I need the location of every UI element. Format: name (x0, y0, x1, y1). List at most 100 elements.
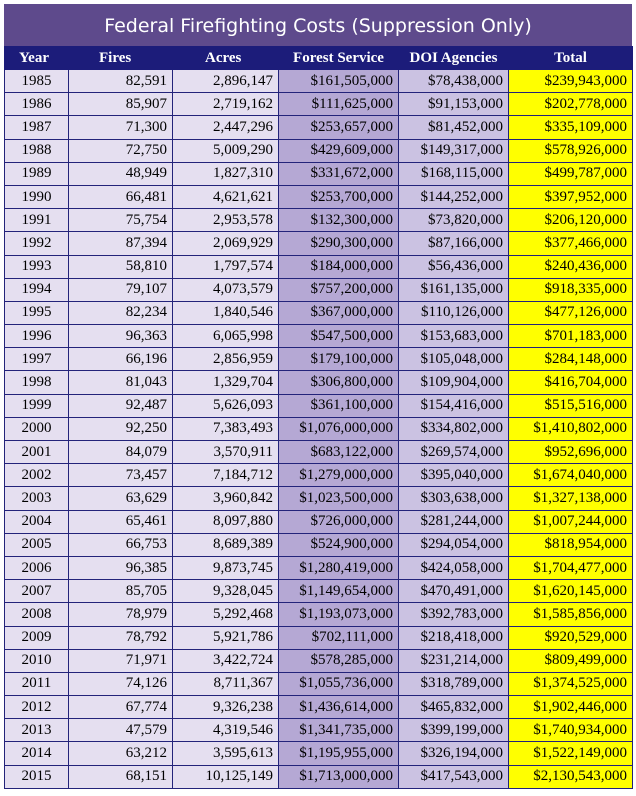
column-header: Fires (68, 46, 173, 70)
table-cell: 9,873,745 (172, 555, 279, 581)
table-row: 2006 96,385 9,873,745 $1,280,419,000 $424,05… (4, 555, 633, 581)
table-cell: 75,754 (68, 208, 173, 233)
table-row: 2013 47,579 4,319,546 $1,341,735,000 $399,19… (4, 718, 633, 743)
table-cell: $331,672,000 (278, 161, 399, 186)
table-row: 2000 92,250 7,383,493 $1,076,000,000 $334,80… (4, 416, 633, 442)
table-cell: $240,436,000 (508, 254, 633, 279)
table-cell: 85,705 (68, 579, 173, 604)
column-header: DOI Agencies (398, 46, 509, 70)
table-cell: 79,107 (68, 277, 173, 302)
table-cell: 5,626,093 (172, 393, 279, 418)
table-cell: 73,457 (68, 463, 173, 488)
table-cell: $168,115,000 (398, 161, 509, 186)
table-cell: $429,609,000 (278, 138, 399, 163)
table-row: 2002 73,457 7,184,712 $1,279,000,000 $395,04… (4, 463, 633, 488)
table-cell: 1997 (4, 347, 69, 372)
table-cell: $132,300,000 (278, 208, 399, 233)
table-cell: $73,820,000 (398, 208, 509, 233)
table-cell: $149,317,000 (398, 138, 509, 163)
table-cell: $377,466,000 (508, 231, 633, 256)
table-cell: $87,166,000 (398, 231, 509, 256)
table-cell: 1989 (4, 161, 69, 186)
table-row: 2008 78,979 5,292,468 $1,193,073,000 $392,78… (4, 602, 633, 627)
table-cell: $578,285,000 (278, 648, 399, 673)
table-cell: $1,674,040,000 (508, 463, 633, 488)
table-cell: $1,076,000,000 (278, 416, 399, 442)
table-cell: 1993 (4, 254, 69, 279)
table-cell: 2007 (4, 579, 69, 604)
table-cell: 2,069,929 (172, 231, 279, 256)
table-cell: $179,100,000 (278, 347, 399, 372)
table-cell: $218,418,000 (398, 625, 509, 650)
table-cell: $239,943,000 (508, 68, 633, 94)
table-cell: 2015 (4, 764, 69, 789)
table-cell: 10,125,149 (172, 764, 279, 789)
table-cell: $416,704,000 (508, 370, 633, 395)
table-cell: $1,585,856,000 (508, 602, 633, 627)
table-cell: 96,385 (68, 555, 173, 581)
table-cell: 7,184,712 (172, 463, 279, 488)
table-cell: 1986 (4, 92, 69, 117)
table-cell: 2,447,296 (172, 115, 279, 140)
column-header: Year (4, 46, 69, 70)
table-row: 1996 96,363 6,065,998 $547,500,000 $153,683,… (4, 324, 633, 349)
table-cell: $1,410,802,000 (508, 416, 633, 442)
table-cell: $1,193,073,000 (278, 602, 399, 627)
table-cell: $269,574,000 (398, 439, 509, 465)
table-cell: $290,300,000 (278, 231, 399, 256)
table-cell: 2006 (4, 555, 69, 581)
table-cell: $281,244,000 (398, 509, 509, 534)
table-cell: $702,111,000 (278, 625, 399, 650)
table-cell: 58,810 (68, 254, 173, 279)
table-cell: $757,200,000 (278, 277, 399, 302)
table-cell: $153,683,000 (398, 324, 509, 349)
table-row: 2011 74,126 8,711,367 $1,055,736,000 $318,78… (4, 671, 633, 697)
table-cell: 47,579 (68, 718, 173, 743)
table-cell: 71,971 (68, 648, 173, 673)
table-row: 1986 85,907 2,719,162 $111,625,000 $91,153,0… (4, 92, 633, 117)
column-header: Total (508, 46, 633, 70)
table-cell: $1,055,736,000 (278, 671, 399, 697)
table-cell: 65,461 (68, 509, 173, 534)
table-cell: 63,212 (68, 741, 173, 766)
table-row: 1992 87,394 2,069,929 $290,300,000 $87,166,0… (4, 231, 633, 256)
table-cell: $424,058,000 (398, 555, 509, 581)
table-cell: $334,802,000 (398, 416, 509, 442)
table-cell: $206,120,000 (508, 208, 633, 233)
table-cell: $284,148,000 (508, 347, 633, 372)
table-cell: 1992 (4, 231, 69, 256)
table-cell: $683,122,000 (278, 439, 399, 465)
table-cell: 2012 (4, 695, 69, 720)
table-cell: 2014 (4, 741, 69, 766)
table-cell: $726,000,000 (278, 509, 399, 534)
table-cell: $1,374,525,000 (508, 671, 633, 697)
table-row: 2007 85,705 9,328,045 $1,149,654,000 $470,49… (4, 579, 633, 604)
table-cell: 1998 (4, 370, 69, 395)
table-cell: $161,135,000 (398, 277, 509, 302)
table-row: 2015 68,151 10,125,149 $1,713,000,000 $417,5… (4, 764, 633, 789)
table-cell: $318,789,000 (398, 671, 509, 697)
table-cell: $202,778,000 (508, 92, 633, 117)
table-cell: 4,319,546 (172, 718, 279, 743)
table-cell: $184,000,000 (278, 254, 399, 279)
table-cell: 2,856,959 (172, 347, 279, 372)
table-cell: $335,109,000 (508, 115, 633, 140)
table-cell: 4,621,621 (172, 184, 279, 210)
table-cell: 1990 (4, 184, 69, 210)
table-row: 2003 63,629 3,960,842 $1,023,500,000 $303,63… (4, 486, 633, 511)
table-cell: 66,196 (68, 347, 173, 372)
table-cell: $306,800,000 (278, 370, 399, 395)
table-row: 2010 71,971 3,422,724 $578,285,000 $231,214,… (4, 648, 633, 673)
table-row: 2004 65,461 8,097,880 $726,000,000 $281,244,… (4, 509, 633, 534)
table-cell: $1,704,477,000 (508, 555, 633, 581)
table-cell: $818,954,000 (508, 532, 633, 557)
table-cell: 87,394 (68, 231, 173, 256)
table-cell: $499,787,000 (508, 161, 633, 186)
table-cell: 6,065,998 (172, 324, 279, 349)
table-cell: 68,151 (68, 764, 173, 789)
table-cell: 2013 (4, 718, 69, 743)
table-cell: 66,481 (68, 184, 173, 210)
table-cell: 84,079 (68, 439, 173, 465)
table-cell: 1987 (4, 115, 69, 140)
table-cell: $1,023,500,000 (278, 486, 399, 511)
